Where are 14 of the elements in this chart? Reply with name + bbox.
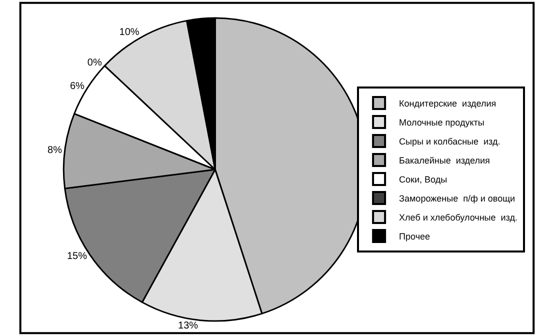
legend-label: Замороженые п/ф и овощи xyxy=(399,194,516,204)
legend-label: Хлеб и хлебобулочные изд. xyxy=(399,212,518,223)
data-label: 6% xyxy=(70,81,84,92)
data-label: 15% xyxy=(66,250,88,262)
data-label: 13% xyxy=(178,320,198,332)
data-label: 10% xyxy=(119,27,140,38)
legend-label: Соки, Воды xyxy=(399,174,448,185)
legend-label: Кондитерские изделия xyxy=(399,98,496,109)
legend-label: Прочее xyxy=(399,232,430,242)
data-label: 8% xyxy=(48,144,62,156)
legend-label: Молочные продукты xyxy=(399,118,484,128)
text: 0% xyxy=(87,58,102,69)
legend-label: Бакалейные изделия xyxy=(399,156,490,166)
legend-label: Сыры и колбасные изд. xyxy=(399,136,500,147)
